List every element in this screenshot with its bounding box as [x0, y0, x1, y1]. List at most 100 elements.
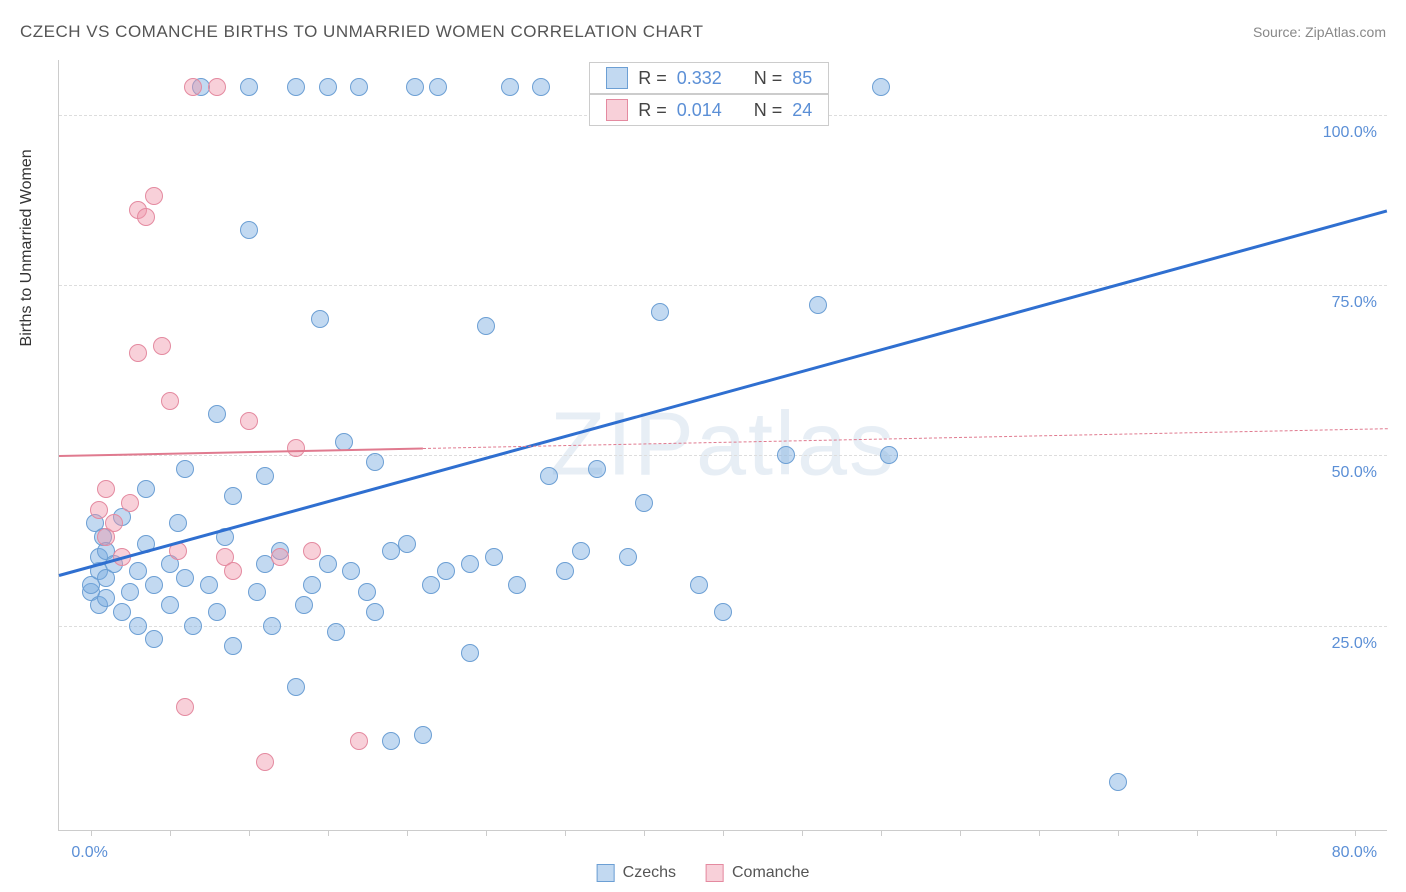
scatter-point: [588, 460, 606, 478]
scatter-point: [256, 467, 274, 485]
scatter-point: [327, 623, 345, 641]
scatter-point: [105, 514, 123, 532]
scatter-point: [540, 467, 558, 485]
scatter-point: [508, 576, 526, 594]
y-tick-label: 25.0%: [1332, 635, 1377, 653]
scatter-point: [319, 555, 337, 573]
x-tick: [881, 830, 882, 836]
legend-row: R =0.014N =24: [589, 94, 829, 126]
scatter-point: [303, 576, 321, 594]
legend-swatch: [606, 67, 628, 89]
scatter-point: [224, 637, 242, 655]
scatter-point: [350, 732, 368, 750]
scatter-point: [169, 514, 187, 532]
legend-n-label: N =: [754, 68, 783, 89]
scatter-point: [777, 446, 795, 464]
scatter-point: [422, 576, 440, 594]
scatter-point: [137, 480, 155, 498]
scatter-point: [461, 555, 479, 573]
scatter-point: [176, 569, 194, 587]
legend-r-value: 0.332: [677, 68, 722, 89]
scatter-point: [414, 726, 432, 744]
scatter-point: [121, 494, 139, 512]
legend-row: R =0.332N =85: [589, 62, 829, 94]
scatter-point: [342, 562, 360, 580]
x-tick: [249, 830, 250, 836]
legend-bottom-item: Comanche: [706, 864, 809, 882]
scatter-point: [145, 187, 163, 205]
scatter-point: [366, 453, 384, 471]
source-label: Source: ZipAtlas.com: [1253, 24, 1386, 40]
x-tick: [960, 830, 961, 836]
x-tick: [1039, 830, 1040, 836]
scatter-point: [335, 433, 353, 451]
scatter-point: [208, 78, 226, 96]
scatter-point: [224, 487, 242, 505]
x-tick: [723, 830, 724, 836]
x-tick: [1197, 830, 1198, 836]
scatter-point: [97, 589, 115, 607]
scatter-point: [880, 446, 898, 464]
scatter-point: [635, 494, 653, 512]
legend-r-label: R =: [638, 100, 667, 121]
x-tick: [407, 830, 408, 836]
legend-swatch: [706, 864, 724, 882]
scatter-point: [572, 542, 590, 560]
scatter-point: [240, 221, 258, 239]
chart-container: CZECH VS COMANCHE BIRTHS TO UNMARRIED WO…: [0, 0, 1406, 892]
trend-line: [59, 210, 1388, 577]
legend-bottom-item: Czechs: [597, 864, 676, 882]
legend-bottom-label: Czechs: [623, 864, 676, 882]
scatter-point: [224, 562, 242, 580]
scatter-point: [1109, 773, 1127, 791]
x-tick: [91, 830, 92, 836]
scatter-point: [240, 78, 258, 96]
legend-swatch: [606, 99, 628, 121]
scatter-point: [263, 617, 281, 635]
scatter-point: [429, 78, 447, 96]
scatter-point: [651, 303, 669, 321]
scatter-point: [97, 480, 115, 498]
scatter-point: [113, 603, 131, 621]
scatter-point: [437, 562, 455, 580]
gridline: [59, 285, 1387, 286]
scatter-point: [271, 548, 289, 566]
scatter-point: [319, 78, 337, 96]
scatter-point: [184, 78, 202, 96]
scatter-point: [690, 576, 708, 594]
scatter-point: [311, 310, 329, 328]
legend-r-value: 0.014: [677, 100, 722, 121]
scatter-point: [121, 583, 139, 601]
chart-title: CZECH VS COMANCHE BIRTHS TO UNMARRIED WO…: [20, 22, 703, 42]
legend-n-label: N =: [754, 100, 783, 121]
x-tick: [802, 830, 803, 836]
legend-swatch: [597, 864, 615, 882]
x-tick: [1276, 830, 1277, 836]
scatter-point: [398, 535, 416, 553]
scatter-point: [287, 78, 305, 96]
scatter-point: [350, 78, 368, 96]
gridline: [59, 626, 1387, 627]
scatter-point: [176, 698, 194, 716]
scatter-point: [240, 412, 258, 430]
scatter-point: [501, 78, 519, 96]
x-tick: [644, 830, 645, 836]
x-tick: [486, 830, 487, 836]
y-tick-label: 50.0%: [1332, 464, 1377, 482]
y-tick-label: 75.0%: [1332, 294, 1377, 312]
scatter-point: [145, 576, 163, 594]
x-tick-label: 80.0%: [1332, 844, 1377, 862]
scatter-point: [176, 460, 194, 478]
scatter-point: [406, 78, 424, 96]
scatter-point: [366, 603, 384, 621]
scatter-point: [714, 603, 732, 621]
scatter-point: [208, 603, 226, 621]
scatter-point: [145, 630, 163, 648]
x-tick: [1355, 830, 1356, 836]
scatter-point: [382, 732, 400, 750]
y-tick-label: 100.0%: [1323, 124, 1377, 142]
scatter-point: [200, 576, 218, 594]
y-axis-label: Births to Unmarried Women: [18, 149, 36, 346]
scatter-point: [129, 562, 147, 580]
scatter-point: [532, 78, 550, 96]
